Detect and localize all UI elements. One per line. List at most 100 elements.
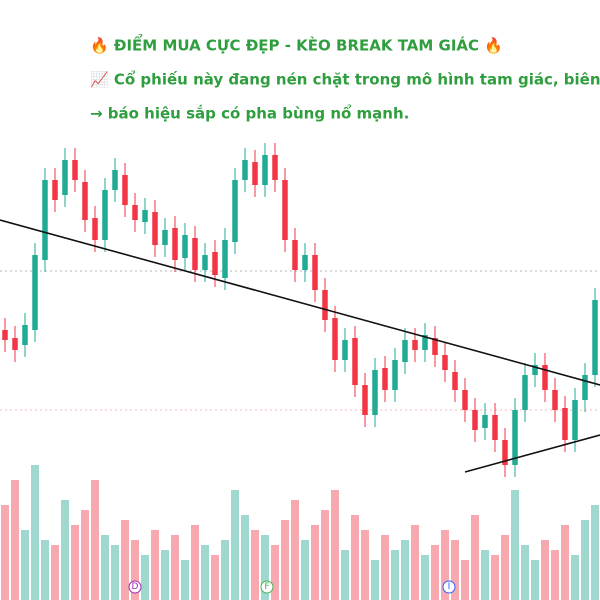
volume-bar [401,540,409,600]
candle-body [82,182,88,220]
volume-bar [511,490,519,600]
candle-body [282,180,288,240]
volume-bar [471,515,479,600]
volume-bar [331,490,339,600]
candle-body [162,230,168,245]
volume-bar [551,550,559,600]
candle-body [12,338,18,350]
candle-body [212,252,218,275]
candle-body [42,180,48,260]
candle-body [362,385,368,415]
volume-bar [341,550,349,600]
volume-bar [441,530,449,600]
volume-bar [301,540,309,600]
candle-layer [2,143,598,477]
candle-body [52,180,58,200]
volume-bar [451,540,459,600]
volume-bar [71,525,79,600]
volume-bar [131,540,139,600]
candle-body [182,235,188,258]
volume-bar [521,545,529,600]
candle-body [112,170,118,190]
volume-bar [201,545,209,600]
candle-body [382,368,388,390]
volume-bar [501,535,509,600]
trendline [464,434,600,473]
candle-body [542,365,548,390]
volume-bar [61,500,69,600]
volume-layer [1,465,599,600]
candle-body [142,210,148,222]
candle-body [322,290,328,320]
candle-body [202,255,208,270]
candle-body [532,365,538,375]
candle-body [462,390,468,410]
volume-bar [11,480,19,600]
volume-bar [41,540,49,600]
volume-bar [411,525,419,600]
volume-bar [561,525,569,600]
candle-body [512,410,518,465]
volume-bar [281,520,289,600]
volume-bar [361,530,369,600]
volume-bar [271,545,279,600]
volume-bar [231,490,239,600]
candle-body [422,335,428,350]
candle-body [92,218,98,240]
candle-body [152,212,158,245]
candle-body [562,408,568,440]
event-marker: D F I [128,580,456,594]
candle-body [402,340,408,362]
candle-body [122,175,128,205]
volume-bar [101,535,109,600]
volume-bar [591,505,599,600]
candle-body [242,160,248,180]
candle-body [132,205,138,220]
volume-bar [91,480,99,600]
volume-bar [151,530,159,600]
volume-bar [531,560,539,600]
candle-body [262,155,268,185]
volume-bar [191,525,199,600]
candle-body [572,400,578,440]
candle-body [522,375,528,410]
volume-bar [81,510,89,600]
headline: 🔥 ĐIỂM MUA CỰC ĐẸP - KÈO BREAK TAM GIÁC … [90,33,503,55]
volume-bar [111,545,119,600]
volume-bar [571,555,579,600]
candle-body [492,415,498,440]
candle-body [192,238,198,270]
trendline [0,219,600,386]
annotation: → báo hiệu sắp có pha bùng nổ mạnh. [90,104,409,123]
volume-bar [431,545,439,600]
candle-body [62,160,68,195]
volume-bar [241,515,249,600]
volume-bar [491,555,499,600]
volume-bar [141,555,149,600]
candle-body [482,415,488,428]
volume-bar [461,560,469,600]
volume-bar [211,555,219,600]
candle-body [72,160,78,180]
candle-body [592,300,598,375]
volume-bar [261,535,269,600]
candle-body [582,375,588,400]
volume-bar [391,550,399,600]
candle-body [552,390,558,410]
candle-body [272,155,278,180]
candle-body [442,355,448,370]
candle-body [2,330,8,340]
candle-body [342,340,348,360]
marker-label: D [132,582,139,592]
marker-label: I [448,582,451,592]
candle-body [232,180,238,242]
candle-body [392,360,398,390]
candle-body [222,240,228,278]
candle-body [22,325,28,345]
candle-body [102,190,108,240]
candle-body [32,255,38,330]
candle-body [372,370,378,415]
candle-body [302,255,308,270]
